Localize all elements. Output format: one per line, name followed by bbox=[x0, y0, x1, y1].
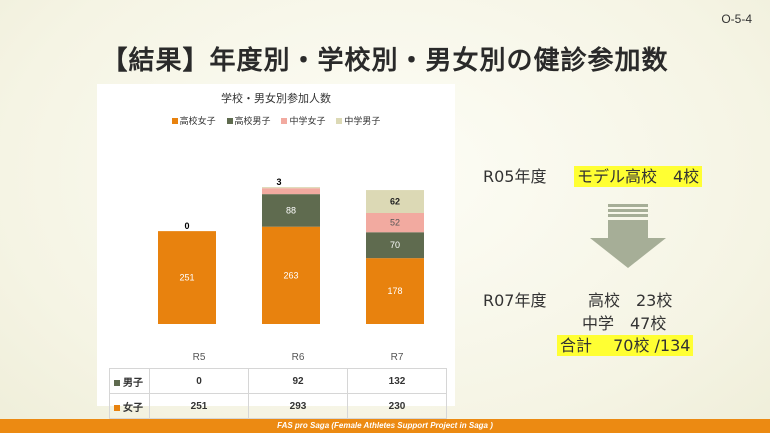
legend-item-ms-female: 中学女子 bbox=[281, 114, 325, 127]
table-row: 男子 0 92 132 bbox=[109, 368, 447, 394]
data-label: 88 bbox=[286, 205, 296, 215]
r07-line2: 中学 47校 bbox=[582, 314, 667, 333]
legend-label: 中学男子 bbox=[344, 117, 381, 127]
category-label: R7 bbox=[390, 351, 404, 363]
bar-ms-female bbox=[366, 213, 424, 233]
chart-legend: 高校女子 高校男子 中学女子 中学男子 bbox=[97, 114, 455, 127]
table-cell: 293 bbox=[248, 393, 348, 419]
bar-hs-female bbox=[158, 231, 216, 324]
table-cell: 92 bbox=[248, 368, 348, 394]
table-cell: 251 bbox=[149, 393, 249, 419]
bar-ms-male bbox=[366, 190, 424, 213]
category-label: R6 bbox=[291, 351, 305, 363]
data-label: 251 bbox=[179, 273, 194, 283]
data-label: 178 bbox=[387, 286, 402, 296]
r05-value-text: モデル高校 4校 bbox=[574, 166, 703, 187]
top-data-label: 0 bbox=[184, 221, 189, 231]
category-label: R5 bbox=[192, 351, 206, 363]
data-label: 263 bbox=[283, 270, 298, 280]
chart-panel: 学校・男女別参加人数 高校女子 高校男子 中学女子 中学男子 251 0 263 88… bbox=[97, 84, 455, 419]
page-title: 【結果】年度別・学校別・男女別の健診参加数 bbox=[101, 46, 669, 76]
table-cell: 0 bbox=[149, 368, 249, 394]
table-corner bbox=[110, 346, 150, 369]
stacked-bar-chart: 251 0 263 88 3 178 70 52 62 bbox=[158, 177, 424, 324]
row-header-male: 男子 bbox=[109, 368, 150, 394]
slide-number: O-5-4 bbox=[721, 12, 752, 26]
top-data-label: 3 bbox=[276, 177, 281, 187]
bar-ms-female bbox=[262, 188, 320, 195]
bar-hs-female bbox=[366, 258, 424, 324]
data-label: 52 bbox=[390, 218, 400, 228]
row-header-female: 女子 bbox=[109, 393, 150, 419]
r07-label: R07年度 bbox=[483, 291, 547, 310]
table-cell: 230 bbox=[347, 393, 447, 419]
bar-hs-male bbox=[262, 194, 320, 227]
row-label: 女子 bbox=[123, 402, 143, 414]
bar-ms-male bbox=[262, 187, 320, 189]
legend-item-hs-female: 高校女子 bbox=[171, 114, 216, 127]
r07-total: 合計 70校 /134 bbox=[557, 332, 694, 356]
bar-hs-female bbox=[262, 226, 320, 324]
data-label: 62 bbox=[390, 197, 400, 207]
bar-hs-male bbox=[366, 232, 424, 259]
category-row: R5 R6 R7 bbox=[110, 346, 447, 369]
r05-label: R05年度 bbox=[483, 167, 547, 186]
row-label: 男子 bbox=[123, 377, 143, 389]
legend-label: 中学女子 bbox=[289, 117, 326, 127]
legend-label: 高校男子 bbox=[234, 117, 271, 127]
legend-item-hs-male: 高校男子 bbox=[226, 114, 271, 127]
chart-title: 学校・男女別参加人数 bbox=[221, 92, 331, 105]
data-label: 70 bbox=[390, 240, 400, 250]
data-table: R5 R6 R7 男子 0 92 132 女子 251 293 230 bbox=[109, 346, 447, 419]
footer-bar: FAS pro Saga (Female Athletes Support Pr… bbox=[0, 419, 770, 433]
legend-item-ms-male: 中学男子 bbox=[336, 114, 380, 127]
table-cell: 132 bbox=[347, 368, 447, 394]
r05-value: モデル高校 4校 bbox=[574, 163, 703, 187]
down-arrow-icon bbox=[590, 204, 666, 268]
r07-line1: 高校 23校 bbox=[588, 291, 673, 310]
legend-label: 高校女子 bbox=[179, 117, 216, 127]
r07-total-text: 合計 70校 /134 bbox=[557, 335, 694, 356]
table-row: 女子 251 293 230 bbox=[109, 393, 447, 419]
